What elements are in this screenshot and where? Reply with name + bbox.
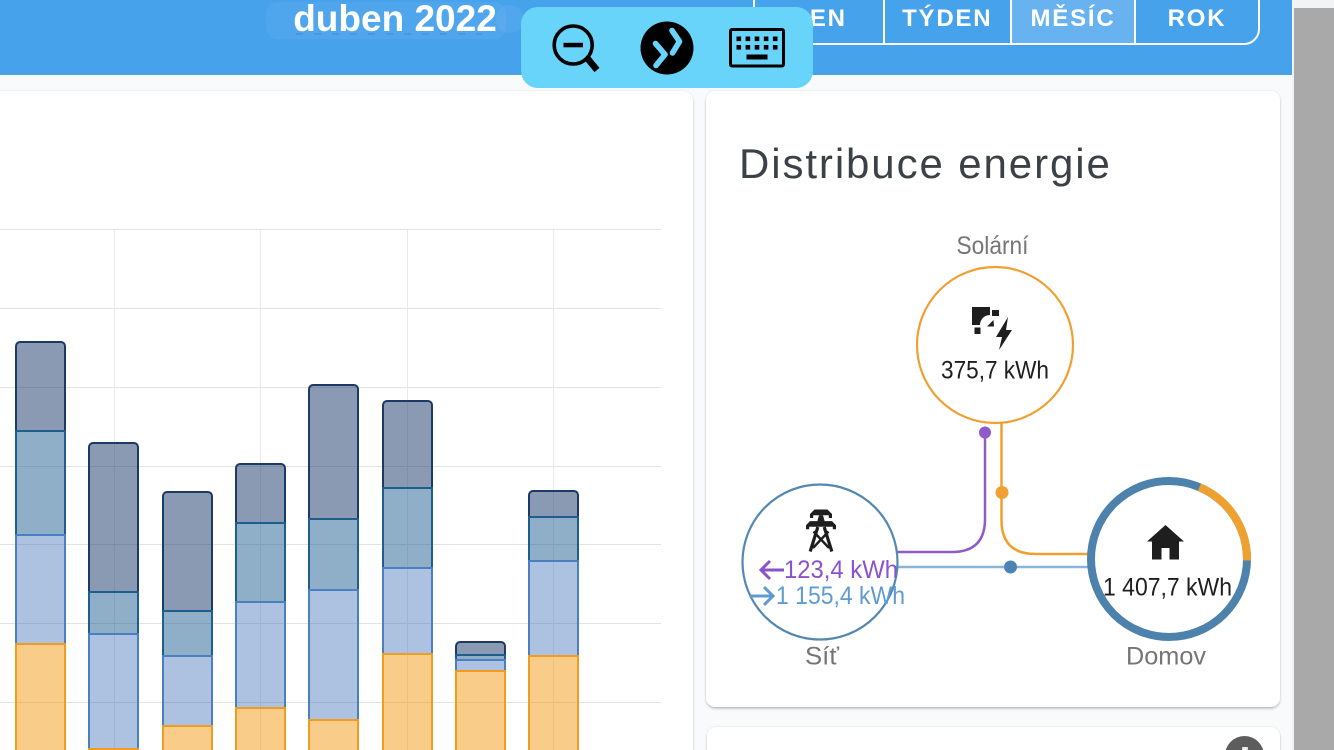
svg-text:375,7 kWh: 375,7 kWh [941, 357, 1049, 385]
svg-text:1 155,4 kWh: 1 155,4 kWh [776, 582, 905, 610]
svg-text:Síť: Síť [805, 643, 840, 671]
svg-text:123,4 kWh: 123,4 kWh [784, 556, 898, 584]
svg-text:Domov: Domov [1126, 643, 1207, 671]
svg-text:1 407,7 kWh: 1 407,7 kWh [1103, 574, 1232, 602]
svg-text:Solární: Solární [957, 232, 1029, 260]
